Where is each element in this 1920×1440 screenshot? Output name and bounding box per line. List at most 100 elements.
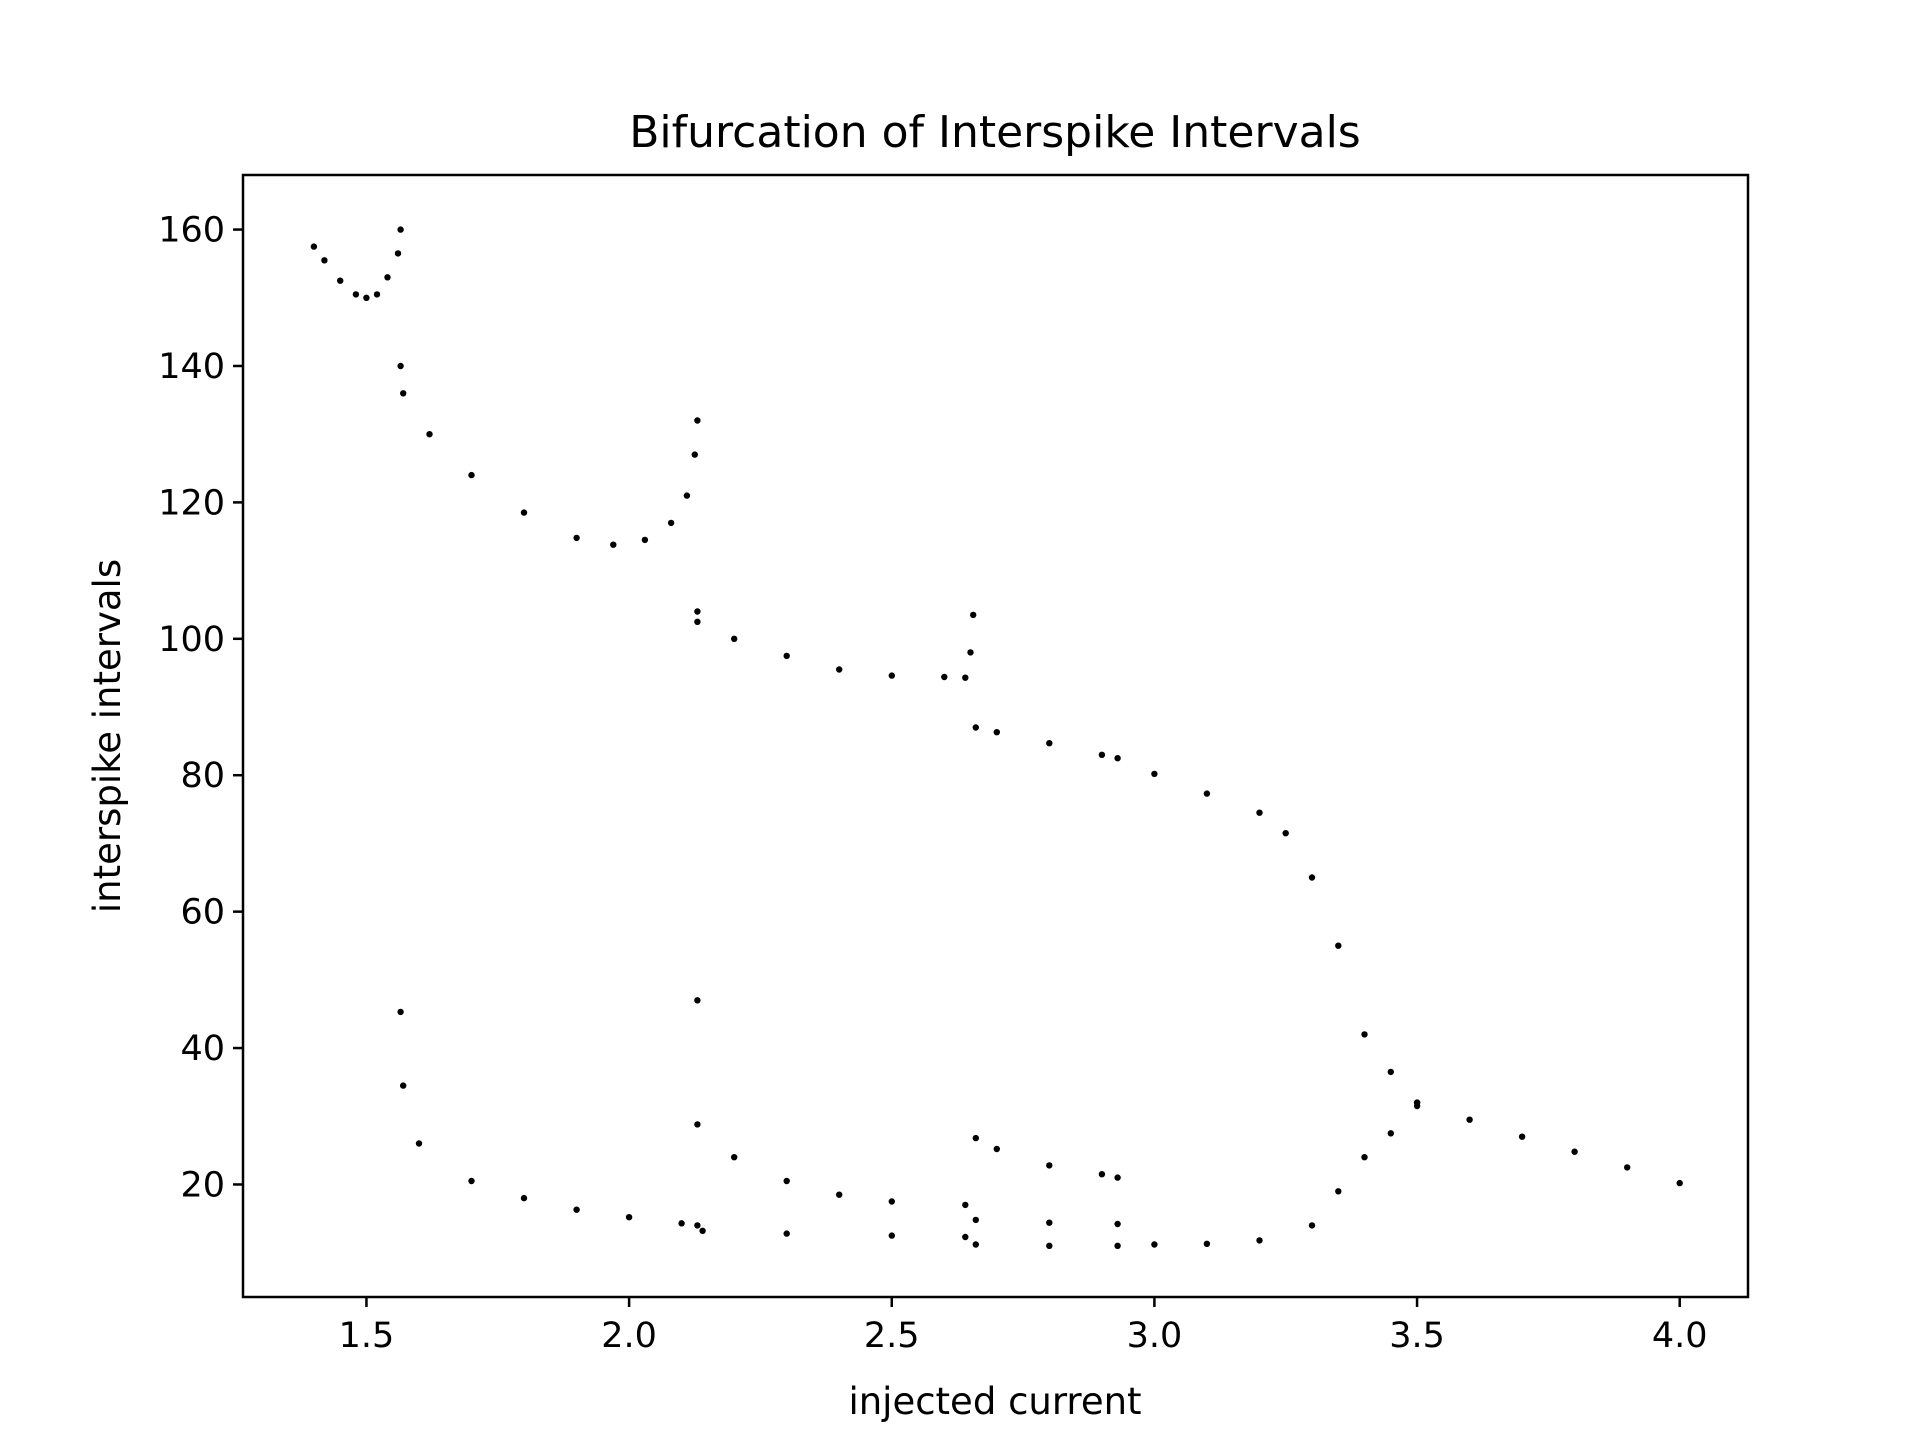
x-tick-label: 3.5 [1389,1316,1445,1356]
y-tick-label: 140 [158,347,225,387]
data-point [962,674,969,681]
data-point [363,294,370,301]
x-tick-label: 1.5 [339,1316,395,1356]
data-point [972,1216,979,1224]
data-point [397,226,404,233]
data-point [1256,809,1263,816]
data-point [400,390,407,397]
data-point [1114,1174,1121,1181]
data-point [625,1214,633,1221]
data-point [1624,1164,1631,1171]
data-point [641,536,649,544]
data-point [970,611,977,619]
x-tick-label: 2.5 [864,1316,920,1356]
data-point [783,1177,790,1185]
data-point [972,1134,979,1142]
data-point [394,250,402,257]
x-tick-label: 2.0 [601,1316,657,1356]
data-point [1098,751,1106,758]
data-point [1114,1242,1121,1250]
data-point [783,652,790,660]
y-axis: 20 40 60 80 100 120 140 160 [158,211,243,1205]
data-point [888,672,895,679]
data-point [678,1220,685,1227]
data-point [468,471,475,479]
data-point [1046,740,1053,747]
data-point [694,1121,701,1128]
plot-frame [241,173,1750,1299]
data-point [972,724,979,731]
data-point [888,1232,895,1239]
x-tick-label: 3.0 [1127,1316,1183,1356]
data-point [962,1201,969,1209]
data-point [520,1194,528,1202]
data-point [1361,1154,1368,1161]
data-point [1308,1222,1316,1229]
data-point [836,666,843,673]
data-point [694,997,701,1004]
data-point [1114,755,1121,762]
data-point [1203,790,1211,797]
y-tick-label: 100 [158,620,225,660]
data-point [941,673,948,681]
data-point [1466,1116,1473,1123]
x-tick-label: 4.0 [1652,1316,1708,1356]
y-tick-label: 20 [180,1165,225,1205]
data-point [993,729,1000,736]
data-point [694,608,701,615]
data-point [397,1008,404,1016]
data-point [699,1227,706,1235]
data-point [972,1241,979,1248]
data-point [1518,1133,1526,1140]
data-point [1098,1171,1106,1178]
data-point [1361,1031,1368,1038]
data-point [426,431,433,438]
data-point [691,451,698,458]
data-point [1046,1162,1053,1169]
data-point [888,1198,895,1205]
data-point [836,1191,843,1198]
data-point [683,492,691,499]
data-point [1676,1179,1683,1187]
data-point [610,541,617,548]
data-point [962,1233,969,1241]
x-axis: 1.5 2.0 2.5 3.0 3.5 4.0 [339,1297,1708,1356]
data-point [731,635,738,642]
data-point [573,534,580,542]
data-point [1282,830,1289,837]
x-axis-label: injected current [848,1380,1141,1423]
data-point [667,519,675,527]
data-point [1256,1237,1263,1244]
data-point [573,1206,580,1213]
chart-title: Bifurcation of Interspike Intervals [629,107,1360,158]
data-point [397,362,404,370]
data-point [384,274,391,281]
data-point [1151,770,1158,778]
data-point [400,1082,407,1089]
y-tick-label: 80 [180,756,225,796]
y-axis-label: interspike intervals [86,559,129,913]
data-point [415,1140,423,1147]
data-point [1335,942,1342,949]
data-point [321,257,328,264]
data-point [993,1145,1000,1153]
data-point [967,649,974,656]
data-point [1046,1242,1053,1250]
data-point [310,243,318,250]
data-point [373,291,381,298]
data-point [1335,1188,1342,1195]
y-tick-label: 40 [180,1029,225,1069]
data-point [1114,1220,1121,1228]
data-point [1387,1068,1395,1076]
data-point [694,618,701,625]
y-tick-label: 60 [180,893,225,933]
data-point [337,277,344,284]
data-point [468,1177,475,1185]
data-point [520,509,528,516]
data-point [731,1154,738,1161]
data-point [1413,1099,1421,1106]
data-point [783,1230,790,1237]
y-tick-label: 120 [158,483,225,523]
data-point [1387,1130,1395,1137]
